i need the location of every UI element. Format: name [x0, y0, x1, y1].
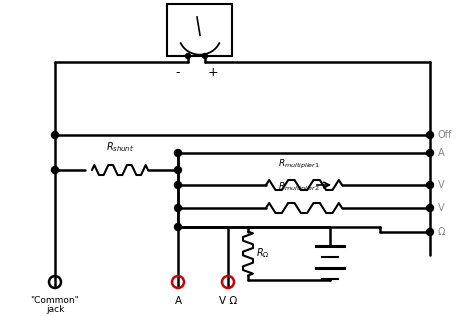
- Text: "Common": "Common": [31, 296, 79, 305]
- Text: Off: Off: [438, 130, 452, 140]
- Text: V: V: [438, 203, 445, 213]
- Text: +: +: [208, 66, 219, 79]
- Text: V Ω: V Ω: [219, 296, 237, 306]
- Circle shape: [174, 167, 182, 173]
- Circle shape: [427, 228, 434, 235]
- Text: $R_{\Omega}$: $R_{\Omega}$: [256, 246, 270, 260]
- Text: Ω: Ω: [438, 227, 446, 237]
- Circle shape: [427, 181, 434, 189]
- Circle shape: [427, 131, 434, 138]
- Text: $R_{multiplier2}$: $R_{multiplier2}$: [278, 181, 320, 194]
- Text: -: -: [176, 66, 180, 79]
- Circle shape: [427, 149, 434, 156]
- Circle shape: [52, 167, 58, 173]
- Bar: [167, 4, 233, 56]
- Circle shape: [52, 131, 58, 138]
- Text: V: V: [438, 180, 445, 190]
- Circle shape: [174, 204, 182, 211]
- Text: $R_{shunt}$: $R_{shunt}$: [106, 140, 134, 154]
- Text: $R_{multiplier1}$: $R_{multiplier1}$: [278, 158, 320, 171]
- Text: jack: jack: [46, 305, 64, 314]
- Circle shape: [427, 204, 434, 211]
- Circle shape: [202, 53, 208, 58]
- Text: A: A: [174, 296, 182, 306]
- Text: A: A: [438, 148, 445, 158]
- Circle shape: [185, 53, 191, 58]
- Circle shape: [174, 181, 182, 189]
- Circle shape: [174, 149, 182, 156]
- Circle shape: [174, 223, 182, 230]
